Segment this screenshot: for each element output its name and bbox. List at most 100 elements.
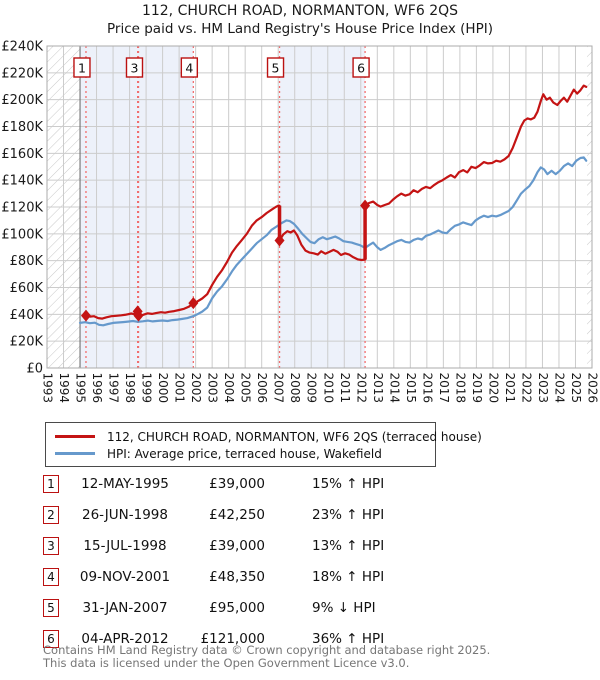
svg-text:2025: 2025	[569, 373, 583, 404]
svg-text:2001: 2001	[173, 373, 187, 404]
svg-text:£240K: £240K	[1, 40, 43, 55]
svg-text:2013: 2013	[371, 373, 385, 404]
svg-text:1993: 1993	[41, 373, 55, 404]
legend-label-hpi: HPI: Average price, terraced house, Wake…	[107, 446, 382, 461]
table-row: 2 26-JUN-1998 £42,250 23% ↑ HPI	[0, 499, 600, 530]
svg-text:2010: 2010	[321, 373, 335, 404]
svg-text:2011: 2011	[338, 373, 352, 404]
transaction-number-labels: 1 3 4 5 6	[73, 57, 370, 78]
svg-text:£180K: £180K	[1, 120, 43, 135]
y-axis-labels: £0 £20K £40K £60K £80K £100K £120K £140K £160K £1…	[1, 40, 43, 377]
svg-text:£100K: £100K	[1, 227, 43, 242]
svg-text:2021: 2021	[503, 373, 517, 404]
table-row: 1 12-MAY-1995 £39,000 15% ↑ HPI	[0, 468, 600, 499]
transaction-hpi-delta: 36% ↑ HPI	[312, 630, 385, 647]
svg-text:6: 6	[357, 61, 365, 76]
transaction-date: 12-MAY-1995	[81, 475, 169, 492]
svg-text:£200K: £200K	[1, 93, 43, 108]
transaction-date: 31-JAN-2007	[82, 599, 168, 616]
legend: 112, CHURCH ROAD, NORMANTON, WF6 2QS (te…	[45, 422, 482, 467]
price-history-chart: 1 3 4 5 6 £0 £20K £40K £60K £80K £100K £120K £140K £1…	[1, 40, 600, 404]
svg-text:£60K: £60K	[10, 281, 44, 296]
svg-text:1996: 1996	[90, 373, 104, 404]
svg-text:2006: 2006	[255, 373, 269, 404]
transaction-date: 26-JUN-1998	[82, 506, 168, 523]
page-subtitle: Price paid vs. HM Land Registry's House …	[107, 21, 493, 37]
svg-text:£160K: £160K	[1, 147, 43, 162]
svg-text:£120K: £120K	[1, 201, 43, 216]
svg-text:2004: 2004	[222, 373, 236, 404]
table-row: 3 15-JUL-1998 £39,000 13% ↑ HPI	[0, 530, 600, 561]
svg-text:2008: 2008	[288, 373, 302, 404]
svg-text:£20K: £20K	[10, 335, 44, 350]
svg-text:5: 5	[272, 61, 280, 76]
table-row: 5 31-JAN-2007 £95,000 9% ↓ HPI	[0, 592, 600, 623]
page-title: 112, CHURCH ROAD, NORMANTON, WF6 2QS	[141, 3, 459, 19]
svg-text:2017: 2017	[437, 373, 451, 404]
property-price-line	[84, 84, 588, 320]
svg-text:1: 1	[78, 61, 86, 76]
hpi-line-swatch	[55, 452, 95, 455]
svg-text:2005: 2005	[239, 373, 253, 404]
plot-border	[46, 45, 593, 369]
footer-line-1: Contains HM Land Registry data © Crown c…	[43, 643, 491, 657]
transaction-price: £42,250	[209, 506, 265, 523]
property-line-swatch	[55, 435, 95, 438]
transaction-price: £121,000	[200, 630, 265, 647]
svg-text:£80K: £80K	[10, 254, 44, 269]
transaction-hpi-delta: 18% ↑ HPI	[312, 568, 385, 585]
svg-text:2022: 2022	[519, 373, 533, 404]
footer-line-2: This data is licensed under the Open Gov…	[43, 655, 410, 670]
svg-text:3: 3	[131, 61, 139, 76]
transaction-number-badge: 1	[43, 474, 59, 493]
legend-item-property: 112, CHURCH ROAD, NORMANTON, WF6 2QS (te…	[46, 428, 482, 445]
transaction-number-badge: 4	[43, 567, 59, 586]
svg-text:£0: £0	[26, 362, 43, 377]
table-row: 4 09-NOV-2001 £48,350 18% ↑ HPI	[0, 561, 600, 592]
svg-text:2019: 2019	[470, 373, 484, 404]
transaction-date: 15-JUL-1998	[83, 537, 167, 554]
transaction-number-badge: 5	[43, 598, 59, 617]
transaction-hpi-delta: 23% ↑ HPI	[312, 506, 385, 523]
svg-text:2026: 2026	[586, 373, 600, 404]
x-axis-labels: 1993 1994 1995 1996 1997 1998 1999 2000 2001 2002…	[41, 373, 600, 404]
transaction-diamonds	[80, 199, 371, 322]
svg-text:2009: 2009	[305, 373, 319, 404]
svg-text:2012: 2012	[354, 373, 368, 404]
transaction-number-badge: 2	[43, 505, 59, 524]
legend-item-hpi: HPI: Average price, terraced house, Wake…	[46, 445, 435, 462]
svg-text:2015: 2015	[404, 373, 418, 404]
svg-text:1994: 1994	[57, 373, 71, 404]
svg-text:2023: 2023	[536, 373, 550, 404]
svg-text:2000: 2000	[156, 373, 170, 404]
legend-label-property: 112, CHURCH ROAD, NORMANTON, WF6 2QS (te…	[107, 429, 482, 444]
transactions-table: 1 12-MAY-1995 £39,000 15% ↑ HPI 2 26-JUN…	[0, 468, 600, 654]
transaction-price: £48,350	[209, 568, 265, 585]
svg-text:2018: 2018	[453, 373, 467, 404]
svg-text:1998: 1998	[123, 373, 137, 404]
svg-text:£220K: £220K	[1, 66, 43, 81]
svg-text:1999: 1999	[140, 373, 154, 404]
transaction-number-badge: 3	[43, 536, 59, 555]
transaction-date: 04-APR-2012	[81, 630, 169, 647]
svg-text:1997: 1997	[107, 373, 121, 404]
transaction-price: £95,000	[209, 599, 265, 616]
svg-text:2003: 2003	[206, 373, 220, 404]
transaction-price: £39,000	[209, 475, 265, 492]
transaction-hpi-delta: 15% ↑ HPI	[312, 475, 385, 492]
hpi-line	[78, 156, 588, 327]
svg-text:2002: 2002	[189, 373, 203, 404]
transaction-number-badge: 6	[43, 629, 59, 648]
svg-text:2020: 2020	[486, 373, 500, 404]
gridlines	[46, 45, 593, 369]
table-row: 6 04-APR-2012 £121,000 36% ↑ HPI	[0, 623, 600, 654]
transaction-hpi-delta: 9% ↓ HPI	[312, 599, 376, 616]
svg-text:2007: 2007	[272, 373, 286, 404]
transaction-hpi-delta: 13% ↑ HPI	[312, 537, 385, 554]
svg-text:£40K: £40K	[10, 308, 44, 323]
svg-text:2016: 2016	[420, 373, 434, 404]
svg-text:2024: 2024	[552, 373, 566, 404]
transaction-price: £39,000	[209, 537, 265, 554]
svg-text:4: 4	[185, 61, 193, 76]
